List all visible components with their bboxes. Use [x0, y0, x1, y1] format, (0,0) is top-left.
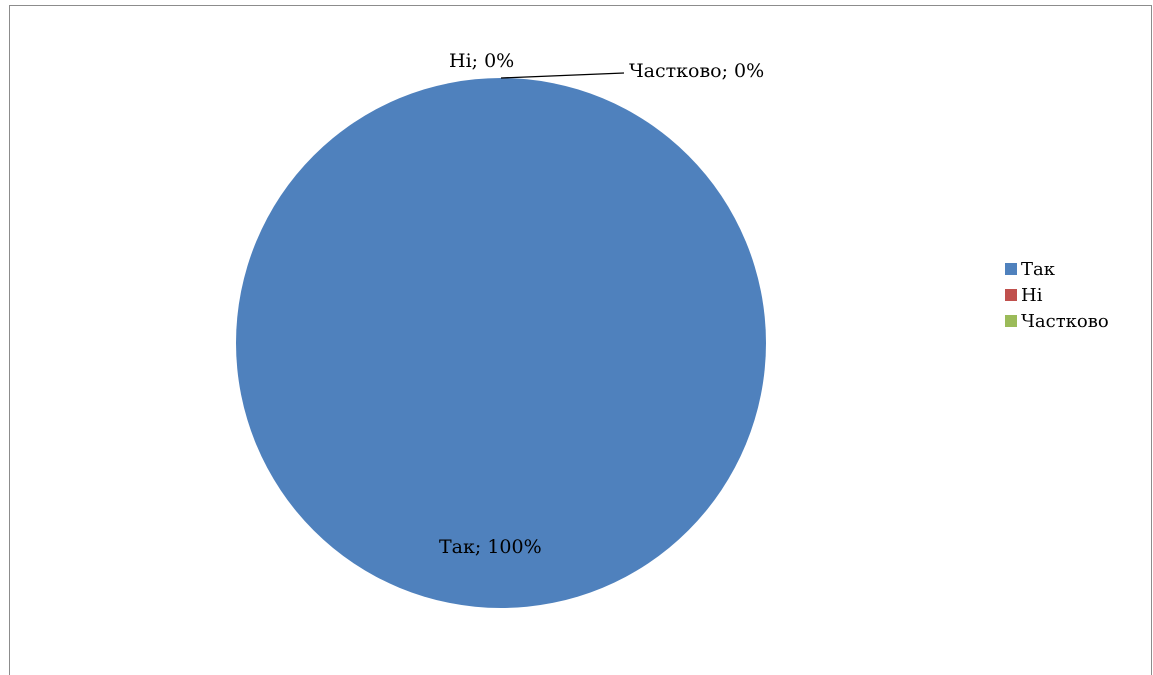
- leader-line: [500, 72, 625, 79]
- legend-label-chastkovo: Частково: [1021, 310, 1109, 332]
- legend-item-ni: Ні: [1005, 282, 1109, 308]
- data-label-chastkovo: Частково; 0%: [629, 60, 765, 82]
- legend-swatch-tak: [1005, 263, 1017, 275]
- pie-slices: [236, 78, 766, 608]
- data-label-tak: Так; 100%: [439, 536, 542, 558]
- legend-label-ni: Ні: [1021, 284, 1043, 306]
- legend-label-tak: Так: [1021, 258, 1055, 280]
- legend-item-tak: Так: [1005, 256, 1109, 282]
- data-label-ni: Ні; 0%: [449, 50, 515, 72]
- pie-slice-tak: [236, 78, 766, 608]
- legend-swatch-chastkovo: [1005, 315, 1017, 327]
- legend-swatch-ni: [1005, 289, 1017, 301]
- legend-item-chastkovo: Частково: [1005, 308, 1109, 334]
- legend: Так Ні Частково: [1005, 256, 1109, 334]
